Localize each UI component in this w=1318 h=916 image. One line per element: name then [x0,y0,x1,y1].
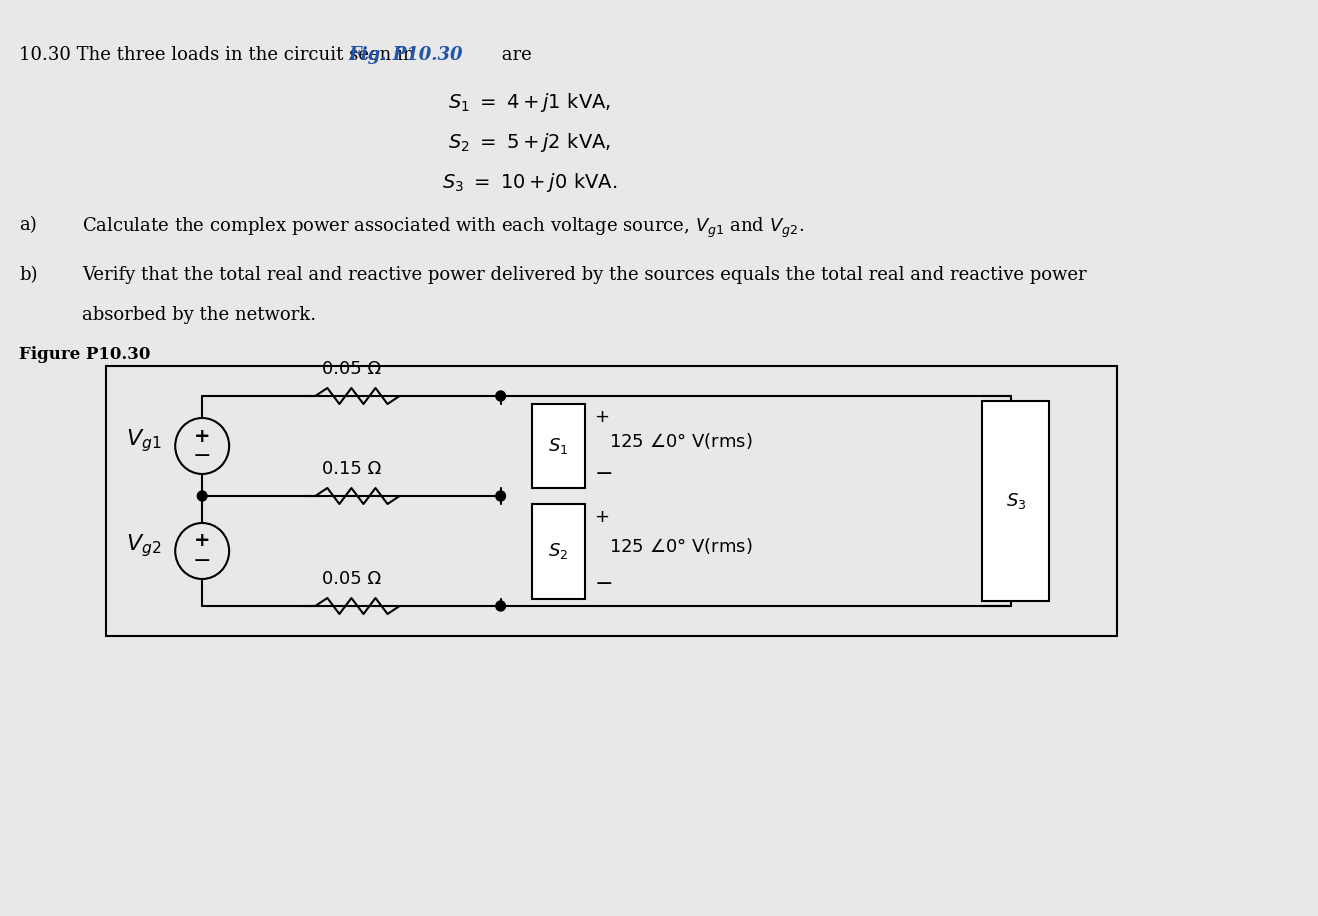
Text: −: − [594,463,613,484]
Text: −: − [594,573,613,594]
Text: $S_2 \ = \ 5 + j2\ \mathrm{kVA},$: $S_2 \ = \ 5 + j2\ \mathrm{kVA},$ [448,131,612,154]
Text: 125 $\angle$0° V(rms): 125 $\angle$0° V(rms) [609,431,753,451]
Text: are: are [496,46,531,64]
Text: 0.05 Ω: 0.05 Ω [322,570,381,588]
Bar [982,401,1049,601]
Text: $S_1$: $S_1$ [548,436,568,456]
Text: $V_{g1}$: $V_{g1}$ [127,428,162,454]
Text: 0.15 Ω: 0.15 Ω [322,460,381,478]
Text: 10.30 The three loads in the circuit seen in: 10.30 The three loads in the circuit see… [20,46,420,64]
Text: −: − [192,551,211,571]
Text: Figure P10.30: Figure P10.30 [20,346,150,363]
Text: Fig. P10.30: Fig. P10.30 [348,46,463,64]
Text: −: − [192,446,211,466]
Circle shape [198,491,207,501]
Text: b): b) [20,266,38,284]
Circle shape [496,491,506,501]
Text: Verify that the total real and reactive power delivered by the sources equals th: Verify that the total real and reactive … [82,266,1086,284]
Circle shape [496,601,506,611]
Text: +: + [194,427,211,445]
Text: Calculate the complex power associated with each voltage source, $V_{g1}$ and $V: Calculate the complex power associated w… [82,216,804,240]
Text: +: + [594,409,609,427]
Text: $V_{g2}$: $V_{g2}$ [127,532,162,560]
Text: $S_1 \ = \ 4 + j1\ \mathrm{kVA},$: $S_1 \ = \ 4 + j1\ \mathrm{kVA},$ [448,91,612,114]
Text: +: + [594,508,609,527]
Text: 125 $\angle$0° V(rms): 125 $\angle$0° V(rms) [609,536,753,556]
Text: absorbed by the network.: absorbed by the network. [82,306,316,324]
Bar [532,504,585,598]
Bar [532,404,585,488]
Text: a): a) [20,216,37,234]
Text: 0.05 Ω: 0.05 Ω [322,360,381,378]
Text: $S_3 \ = \ 10 + j0\ \mathrm{kVA.}$: $S_3 \ = \ 10 + j0\ \mathrm{kVA.}$ [442,171,617,194]
Text: $S_3$: $S_3$ [1006,491,1025,511]
Circle shape [496,391,506,401]
Text: $S_2$: $S_2$ [548,541,568,561]
Text: +: + [194,531,211,551]
